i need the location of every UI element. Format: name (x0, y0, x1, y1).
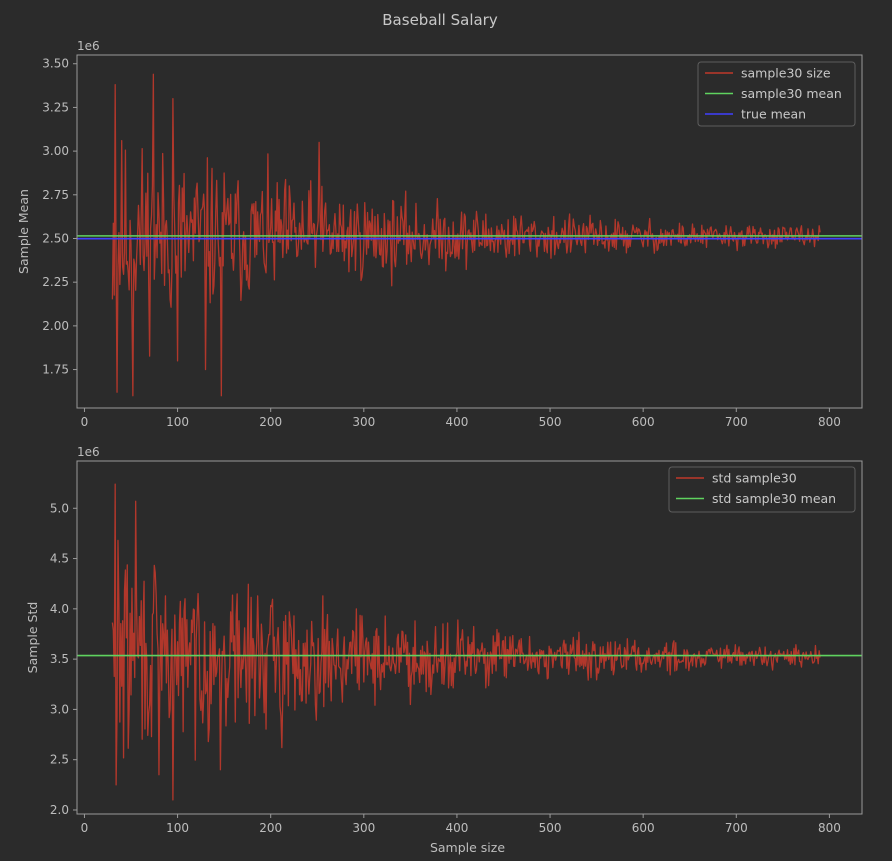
legend: sample30 size sample30 mean true mean (697, 61, 856, 127)
x-tick-label: 300 (352, 415, 375, 429)
y-tick-label: 2.5 (50, 753, 69, 767)
series-line-1 (111, 73, 821, 397)
y-tick-label: 3.0 (50, 702, 69, 716)
legend-label: std sample30 mean (712, 491, 836, 506)
y-axis-label: Sample Mean (16, 189, 31, 274)
y-tick-label: 2.50 (42, 231, 69, 245)
x-tick-label: 500 (539, 821, 562, 835)
y-offset-label: 1e6 (77, 39, 100, 53)
x-tick-label: 400 (445, 821, 468, 835)
x-tick-label: 0 (81, 415, 89, 429)
x-tick-label: 800 (818, 821, 841, 835)
x-tick-label: 600 (632, 415, 655, 429)
legend-label: true mean (741, 107, 806, 122)
x-tick-label: 400 (445, 415, 468, 429)
x-tick-label: 500 (539, 415, 562, 429)
legend: std sample30 std sample30 mean (668, 466, 856, 513)
y-tick-label: 3.25 (42, 100, 69, 114)
panel-sample-mean: 0 100 200 300 400 500 600 700 800 1.75 2.00 2.25 2.5… (16, 39, 863, 429)
x-tick-label: 0 (81, 821, 89, 835)
x-tick-label: 700 (725, 415, 748, 429)
plot-area (77, 483, 862, 801)
legend-label: sample30 size (741, 66, 831, 81)
legend-label: std sample30 (712, 471, 797, 486)
y-axis-label: Sample Std (25, 602, 40, 674)
x-axis-label: Sample size (430, 840, 505, 855)
y-tick-label: 3.50 (42, 57, 69, 71)
x-tick-label: 600 (632, 821, 655, 835)
y-tick-label: 5.0 (50, 501, 69, 515)
plot-area (77, 73, 862, 397)
panel-sample-std: 0 100 200 300 400 500 600 700 800 2.0 2.5 3.0 3.5 4.0… (25, 445, 863, 855)
y-tick-label: 3.00 (42, 144, 69, 158)
axes-frame (76, 54, 863, 409)
y-tick-label: 2.0 (50, 803, 69, 817)
y-tick-label: 2.25 (42, 275, 69, 289)
x-tick-label: 100 (166, 821, 189, 835)
x-tick-label: 200 (259, 415, 282, 429)
y-tick-label: 4.0 (50, 602, 69, 616)
x-tick-label: 100 (166, 415, 189, 429)
y-offset-label: 1e6 (77, 445, 100, 459)
series-line-1 (111, 483, 821, 801)
figure-title: Baseball Salary (382, 11, 498, 29)
y-tick-label: 3.5 (50, 652, 69, 666)
y-tick-label: 2.00 (42, 319, 69, 333)
axes-frame (76, 460, 863, 815)
y-tick-label: 2.75 (42, 188, 69, 202)
legend-box (697, 61, 856, 127)
x-tick-label: 800 (818, 415, 841, 429)
x-tick-label: 300 (352, 821, 375, 835)
x-tick-label: 700 (725, 821, 748, 835)
y-tick-label: 4.5 (50, 552, 69, 566)
x-tick-label: 200 (259, 821, 282, 835)
legend-box (668, 466, 856, 513)
legend-label: sample30 mean (741, 86, 842, 101)
y-tick-label: 1.75 (42, 363, 69, 377)
